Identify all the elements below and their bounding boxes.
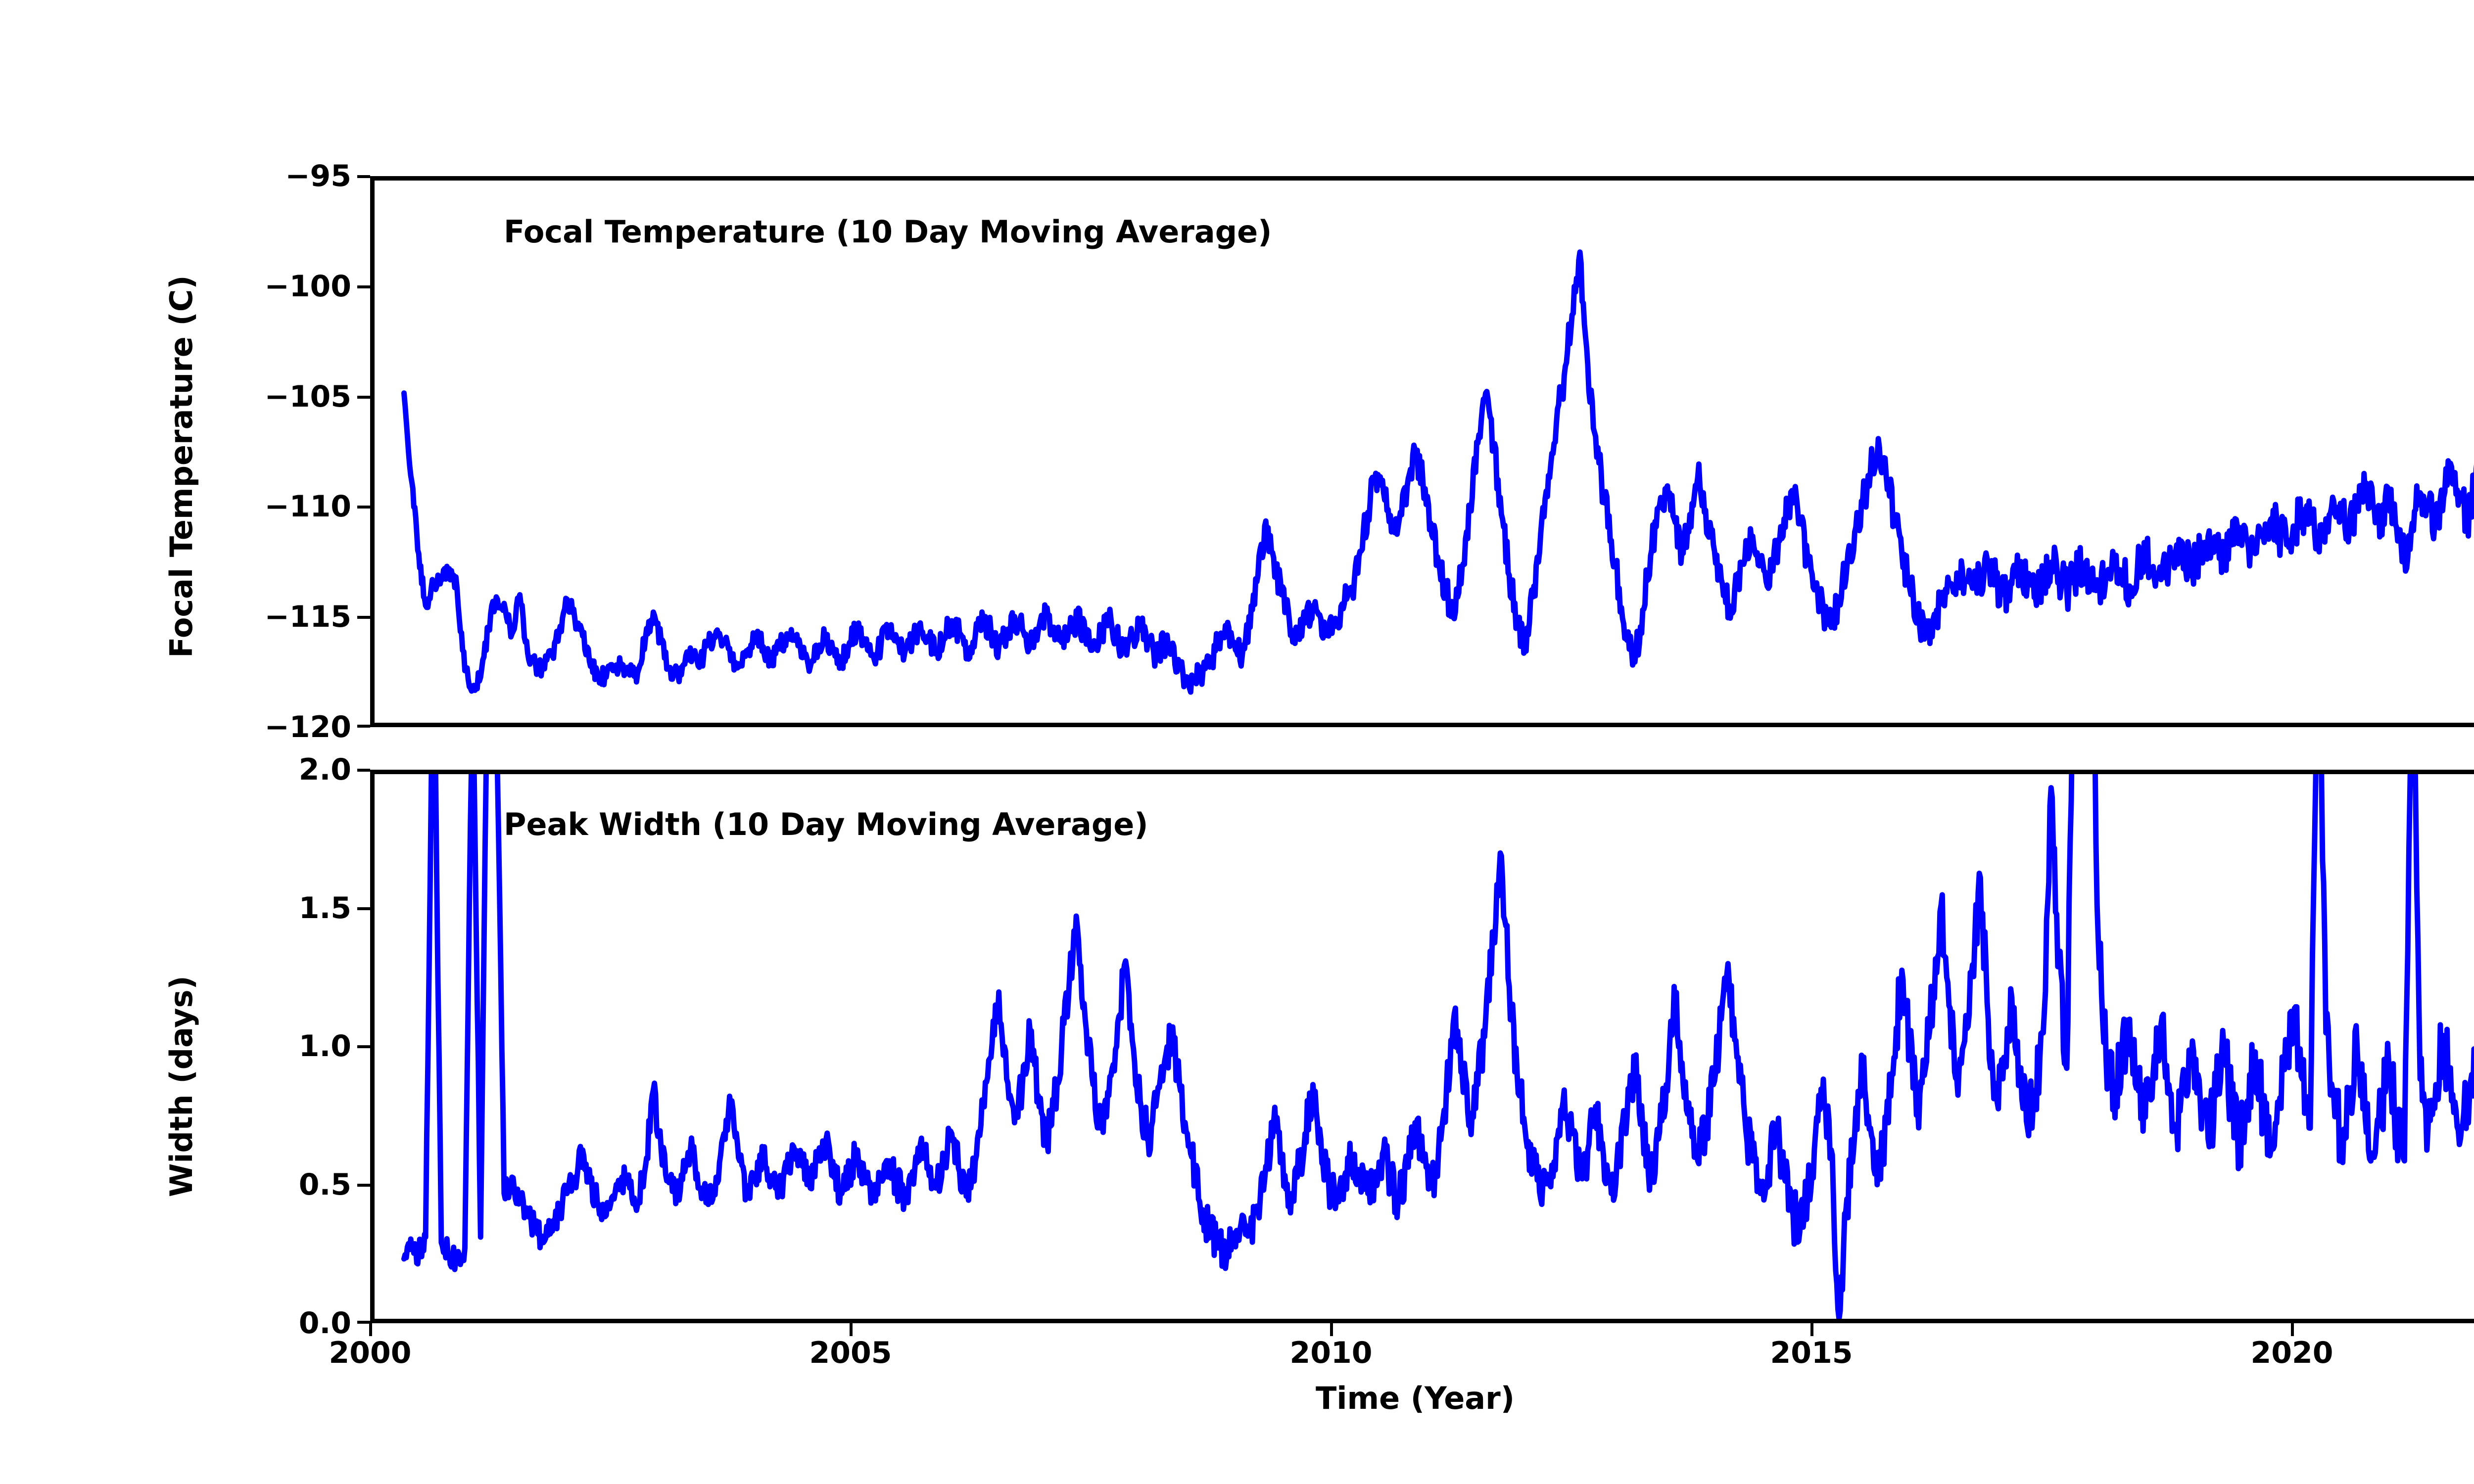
xtick-2015: 2015 bbox=[1770, 1336, 1853, 1370]
xtickmark-2015 bbox=[1810, 1323, 1813, 1336]
x-axis-label: Time (Year) bbox=[1315, 1380, 1515, 1416]
focal-temperature-title: Focal Temperature (10 Day Moving Average… bbox=[504, 214, 1272, 250]
xtickmark-2020 bbox=[2291, 1323, 2294, 1336]
ytickmark-bottom-1 bbox=[357, 1184, 370, 1187]
peak-width-y-axis-label: Width (days) bbox=[163, 975, 199, 1197]
ytickmark-top-0 bbox=[357, 175, 370, 178]
ytickmark-bottom-4 bbox=[357, 769, 370, 772]
ytickmark-top-3 bbox=[357, 506, 370, 509]
focal-temperature-y-axis-label: Focal Temperature (C) bbox=[163, 275, 199, 658]
ytickmark-top-1 bbox=[357, 285, 370, 288]
peak-width-title: Peak Width (10 Day Moving Average) bbox=[504, 806, 1148, 842]
ytickmark-bottom-2 bbox=[357, 1045, 370, 1048]
ytickmark-top-2 bbox=[357, 396, 370, 399]
xtick-2020: 2020 bbox=[2250, 1336, 2333, 1370]
xtick-2000: 2000 bbox=[329, 1336, 412, 1370]
ytickmark-bottom-0 bbox=[357, 1321, 370, 1324]
xtick-2010: 2010 bbox=[1289, 1336, 1373, 1370]
xtickmark-2005 bbox=[850, 1323, 853, 1336]
xtickmark-2000 bbox=[369, 1323, 372, 1336]
peak-width-plot-panel bbox=[370, 770, 2474, 1323]
peak-width-line-series bbox=[401, 774, 2474, 1319]
ytickmark-top-4 bbox=[357, 616, 370, 619]
xtick-2005: 2005 bbox=[809, 1336, 892, 1370]
xtickmark-2010 bbox=[1330, 1323, 1333, 1336]
ytickmark-top-5 bbox=[357, 725, 370, 728]
ytickmark-bottom-3 bbox=[357, 907, 370, 910]
focal-temperature-line-series bbox=[401, 249, 2474, 695]
focal-temperature-plot-panel bbox=[370, 176, 2474, 727]
